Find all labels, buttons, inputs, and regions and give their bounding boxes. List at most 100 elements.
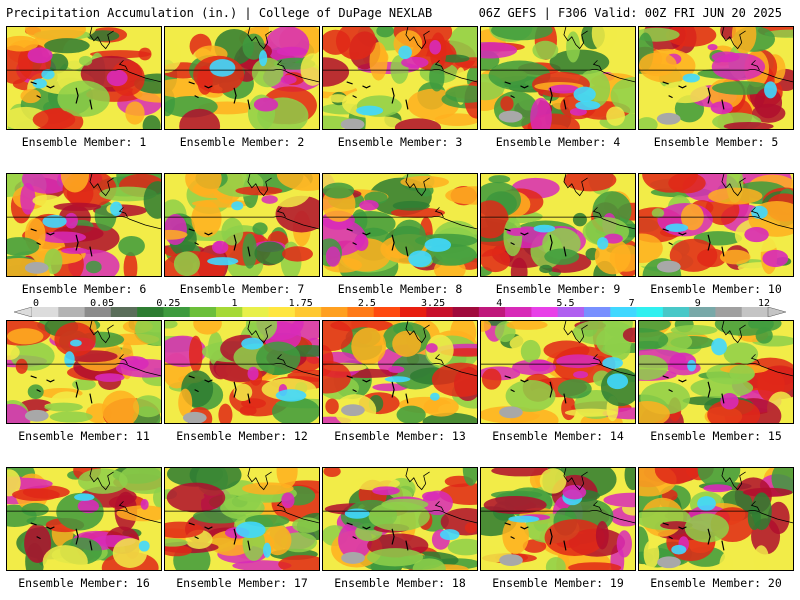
coastline bbox=[89, 468, 128, 512]
border-line bbox=[7, 363, 161, 377]
member-label: Ensemble Member: 19 bbox=[492, 576, 624, 590]
lake-outlines bbox=[662, 81, 725, 110]
border-line bbox=[639, 69, 793, 83]
border-line bbox=[481, 363, 635, 377]
colorbar-swatch bbox=[242, 307, 269, 317]
colorbar-tick-label: 5.5 bbox=[556, 298, 575, 309]
member-map-17 bbox=[164, 467, 320, 571]
coastline bbox=[721, 321, 760, 365]
colorbar-tick-label: 0 bbox=[32, 298, 40, 309]
colorbar-swatch bbox=[715, 307, 743, 317]
lake-outlines bbox=[504, 375, 567, 404]
lake-outlines bbox=[346, 522, 409, 551]
colorbar-tick-label: 4 bbox=[496, 298, 503, 309]
border-line bbox=[481, 69, 635, 83]
member-label: Ensemble Member: 15 bbox=[650, 429, 782, 443]
colorbar-swatch bbox=[373, 307, 401, 317]
member-label: Ensemble Member: 13 bbox=[334, 429, 466, 443]
lake-outlines bbox=[188, 375, 251, 404]
member-label: Ensemble Member: 6 bbox=[21, 282, 147, 296]
lake-outlines bbox=[30, 228, 93, 257]
colorbar-tick-label: 0.05 bbox=[90, 298, 115, 309]
coastline bbox=[721, 174, 760, 218]
member-label: Ensemble Member: 8 bbox=[337, 282, 463, 296]
lake-outlines bbox=[30, 375, 93, 404]
member-map-15 bbox=[638, 320, 794, 424]
colorbar-tick-label: 2.5 bbox=[357, 298, 376, 309]
colorbar-swatch bbox=[478, 307, 506, 317]
map-title: Precipitation Accumulation (in.) | Colle… bbox=[6, 6, 433, 20]
member-map-3 bbox=[322, 26, 478, 130]
member-map-2 bbox=[164, 26, 320, 130]
member-map-8 bbox=[322, 173, 478, 277]
lake-outlines bbox=[662, 375, 725, 404]
lake-outlines bbox=[662, 228, 725, 257]
border-line bbox=[7, 510, 161, 524]
lake-outlines bbox=[346, 228, 409, 257]
lake-outlines bbox=[504, 81, 567, 110]
colorbar-swatch bbox=[557, 307, 585, 317]
coastline bbox=[247, 174, 286, 218]
coastline bbox=[405, 174, 444, 218]
coastline bbox=[247, 27, 286, 71]
colorbar-swatch bbox=[294, 307, 322, 317]
colorbar-swatch bbox=[84, 307, 112, 317]
border-line bbox=[323, 510, 477, 524]
coastline bbox=[563, 174, 602, 218]
border-line bbox=[323, 363, 477, 377]
colorbar-swatch bbox=[741, 307, 769, 317]
colorbar-swatch bbox=[58, 307, 85, 317]
coastline bbox=[721, 27, 760, 71]
member-label: Ensemble Member: 9 bbox=[495, 282, 621, 296]
member-map-10 bbox=[638, 173, 794, 277]
member-label: Ensemble Member: 14 bbox=[492, 429, 624, 443]
member-map-13 bbox=[322, 320, 478, 424]
colorbar-swatch bbox=[505, 307, 532, 317]
colorbar-swatch bbox=[189, 307, 217, 317]
colorbar-tick-label: 12 bbox=[757, 298, 771, 309]
coastline bbox=[89, 321, 128, 365]
colorbar-swatch bbox=[531, 307, 559, 317]
member-label: Ensemble Member: 17 bbox=[176, 576, 308, 590]
member-map-14 bbox=[480, 320, 636, 424]
lake-outlines bbox=[188, 228, 251, 257]
member-map-16 bbox=[6, 467, 162, 571]
colorbar-high-arrow bbox=[767, 307, 786, 317]
precip-colorbar bbox=[14, 307, 786, 317]
member-label: Ensemble Member: 16 bbox=[18, 576, 150, 590]
coastline bbox=[563, 468, 602, 512]
colorbar-swatch bbox=[321, 307, 348, 317]
member-label: Ensemble Member: 1 bbox=[21, 135, 147, 149]
member-map-12 bbox=[164, 320, 320, 424]
lake-outlines bbox=[30, 81, 93, 110]
coastline bbox=[247, 321, 286, 365]
member-label: Ensemble Member: 12 bbox=[176, 429, 308, 443]
colorbar-swatch bbox=[689, 307, 716, 317]
border-line bbox=[7, 216, 161, 230]
coastline bbox=[247, 468, 286, 512]
border-line bbox=[165, 69, 319, 83]
member-map-11 bbox=[6, 320, 162, 424]
border-line bbox=[639, 216, 793, 230]
member-label: Ensemble Member: 10 bbox=[650, 282, 782, 296]
colorbar-swatch bbox=[610, 307, 637, 317]
border-line bbox=[481, 510, 635, 524]
member-label: Ensemble Member: 3 bbox=[337, 135, 463, 149]
border-line bbox=[165, 363, 319, 377]
coastline bbox=[563, 321, 602, 365]
lake-outlines bbox=[30, 522, 93, 551]
lake-outlines bbox=[346, 81, 409, 110]
member-map-4 bbox=[480, 26, 636, 130]
lake-outlines bbox=[188, 522, 251, 551]
lake-outlines bbox=[346, 375, 409, 404]
border-line bbox=[639, 510, 793, 524]
colorbar-tick-label: 7 bbox=[628, 298, 635, 309]
colorbar-swatch bbox=[636, 307, 664, 317]
member-map-7 bbox=[164, 173, 320, 277]
coastline bbox=[89, 27, 128, 71]
colorbar-swatch bbox=[452, 307, 480, 317]
coastline bbox=[405, 321, 444, 365]
colorbar-swatch bbox=[137, 307, 164, 317]
border-line bbox=[165, 216, 319, 230]
member-map-20 bbox=[638, 467, 794, 571]
